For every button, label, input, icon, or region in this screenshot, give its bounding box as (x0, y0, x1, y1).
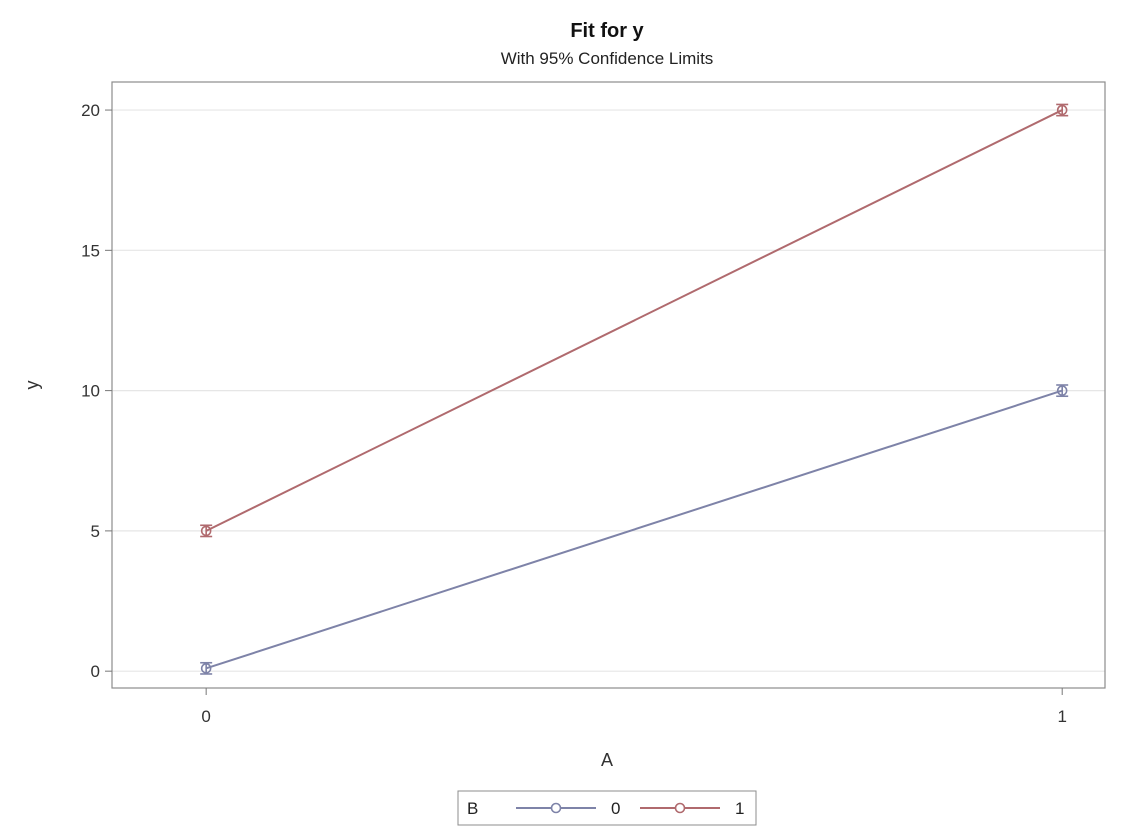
legend-swatch-marker-1 (674, 802, 686, 814)
y-tick-label: 10 (81, 382, 100, 401)
legend-frame (457, 790, 757, 826)
x-axis-label: A (601, 750, 613, 770)
legend-label-0: 0 (611, 799, 620, 818)
series-line-1 (205, 109, 1063, 532)
x-tick-label: 0 (201, 707, 210, 726)
y-tick-label: 20 (81, 101, 100, 120)
legend-title: B (467, 799, 478, 818)
y-tick-label: 5 (91, 522, 100, 541)
chart-subtitle: With 95% Confidence Limits (501, 49, 714, 68)
data-point (200, 663, 212, 674)
x-tick-label: 1 (1057, 707, 1066, 726)
series-line-0 (205, 389, 1063, 670)
plot-area-frame (111, 81, 1106, 689)
series-layer (200, 103, 1069, 675)
data-point (200, 525, 212, 537)
legend-label-1: 1 (735, 799, 744, 818)
series-1 (200, 103, 1069, 538)
chart-title: Fit for y (570, 20, 644, 42)
data-point (1056, 385, 1068, 396)
y-axis-label: y (22, 381, 42, 390)
data-point (1056, 104, 1068, 116)
series-0 (200, 384, 1069, 675)
grid-lines (112, 109, 1105, 672)
axes: 0 5 10 15 20 0 1 (81, 101, 1067, 726)
y-tick-label: 15 (81, 241, 100, 260)
legend-swatch-marker-0 (550, 802, 562, 814)
y-tick-label: 0 (91, 662, 100, 681)
